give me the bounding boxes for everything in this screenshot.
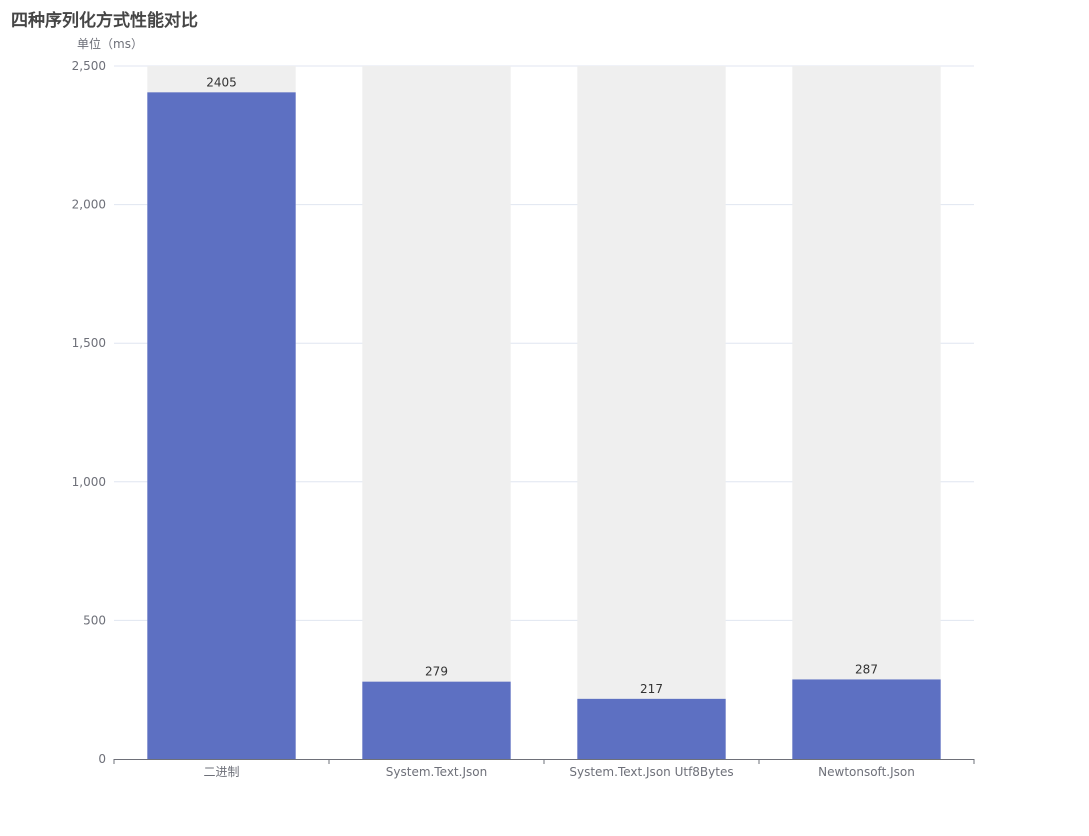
bar xyxy=(147,92,296,760)
data-label: 2405 xyxy=(206,75,237,89)
y-tick-label: 2,000 xyxy=(72,198,106,212)
background-bar xyxy=(577,66,726,759)
y-tick-label: 500 xyxy=(83,613,106,627)
bar xyxy=(362,681,511,759)
axes: 0 500 1,000 1,500 2,000 2,500 二进制 System.Text.J… xyxy=(72,59,975,779)
x-tick-label: System.Text.Json Utf8Bytes xyxy=(569,765,733,779)
bar xyxy=(792,679,941,759)
bar xyxy=(577,698,726,759)
background-bars xyxy=(147,66,941,759)
x-tick-label: Newtonsoft.Json xyxy=(818,765,915,779)
background-bar xyxy=(792,66,941,759)
chart-title: 四种序列化方式性能对比 xyxy=(11,11,198,31)
x-tick-label: System.Text.Json xyxy=(386,765,487,779)
data-label: 287 xyxy=(855,662,878,676)
y-tick-label: 2,500 xyxy=(72,59,106,73)
y-tick-label: 0 xyxy=(98,752,106,766)
x-tick-label: 二进制 xyxy=(203,765,239,779)
background-bar xyxy=(362,66,511,759)
data-label: 217 xyxy=(640,682,663,696)
y-axis-unit-label: 单位（ms） xyxy=(77,36,143,51)
data-label: 279 xyxy=(425,665,448,679)
y-tick-label: 1,000 xyxy=(72,475,106,489)
y-tick-label: 1,500 xyxy=(72,336,106,350)
data-labels: 2405 279 217 287 xyxy=(206,75,878,696)
bars xyxy=(147,92,941,760)
